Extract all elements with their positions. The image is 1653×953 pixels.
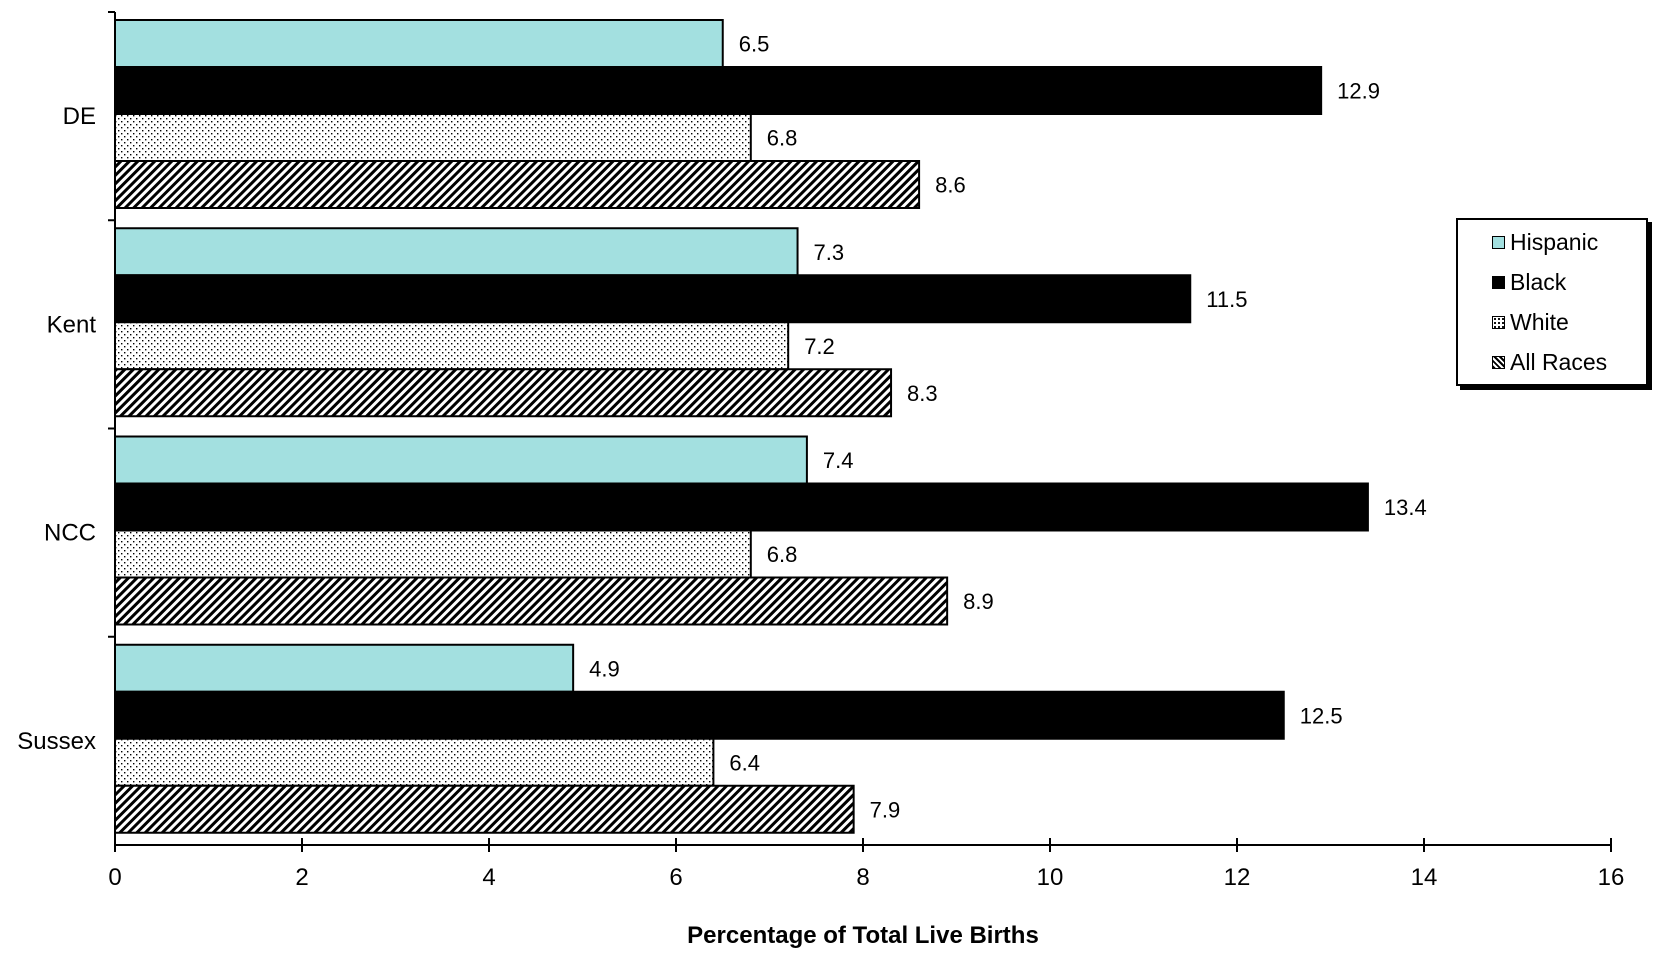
data-label-ncc-black: 13.4	[1384, 495, 1427, 520]
legend-item-all-races: All Races	[1492, 348, 1607, 376]
bar-kent-all-races	[114, 368, 893, 418]
category-label-ncc: NCC	[44, 520, 96, 547]
legend-item-black: Black	[1492, 268, 1566, 296]
bar-sussex-white	[114, 737, 715, 787]
bar-sussex-all-races	[114, 784, 855, 834]
bar-sussex-black	[114, 690, 1285, 740]
x-tick-label-4: 4	[482, 864, 495, 891]
legend: Hispanic Black White All Races	[1456, 218, 1648, 386]
x-tick-label-16: 16	[1598, 864, 1625, 891]
legend-label-hispanic: Hispanic	[1510, 228, 1599, 255]
bar-de-all-races	[114, 160, 921, 209]
bars-group: 6.5 12.9 6.8 8.6 7.3 11.5 7.2 8.3 7.4 13.4 6.8 8.9 4…	[114, 19, 1427, 834]
x-tick-label-0: 0	[108, 864, 121, 891]
legend-label-white: White	[1510, 308, 1569, 335]
data-label-kent-black: 11.5	[1206, 287, 1247, 312]
x-tick-label-2: 2	[295, 864, 308, 891]
bar-de-white	[114, 113, 752, 162]
legend-label-black: Black	[1510, 268, 1567, 295]
bar-kent-black	[114, 274, 1192, 324]
bar-kent-white	[114, 321, 790, 371]
data-label-sussex-hispanic: 4.9	[589, 656, 620, 681]
data-label-de-hispanic: 6.5	[739, 32, 770, 57]
x-axis-title: Percentage of Total Live Births	[687, 922, 1039, 949]
x-tick-label-10: 10	[1037, 864, 1064, 891]
bar-kent-hispanic	[114, 227, 799, 277]
data-label-de-all-races: 8.6	[935, 173, 966, 198]
category-label-de: DE	[63, 103, 96, 130]
legend-swatch-white	[1492, 315, 1505, 329]
data-label-ncc-hispanic: 7.4	[823, 448, 854, 473]
bar-de-black	[114, 66, 1323, 115]
legend-item-hispanic: Hispanic	[1492, 228, 1598, 256]
x-tick-label-12: 12	[1224, 864, 1251, 891]
x-tick-label-8: 8	[856, 864, 869, 891]
data-label-sussex-black: 12.5	[1300, 703, 1343, 728]
category-label-sussex: Sussex	[17, 728, 96, 755]
legend-swatch-hispanic	[1492, 235, 1505, 249]
legend-label-all-races: All Races	[1510, 348, 1608, 375]
legend-swatch-black	[1492, 275, 1505, 289]
bar-ncc-white	[114, 529, 752, 579]
legend-swatch-all-races	[1492, 355, 1505, 369]
x-tick-label-14: 14	[1411, 864, 1438, 891]
bar-ncc-black	[114, 482, 1369, 532]
data-label-kent-white: 7.2	[804, 334, 835, 359]
category-label-kent: Kent	[47, 311, 97, 338]
bar-de-hispanic	[114, 19, 724, 68]
bar-ncc-hispanic	[114, 435, 808, 485]
data-label-de-black: 12.9	[1337, 79, 1380, 104]
data-label-ncc-all-races: 8.9	[963, 589, 994, 614]
x-tick-label-6: 6	[669, 864, 682, 891]
data-label-ncc-white: 6.8	[767, 542, 798, 567]
legend-item-white: White	[1492, 308, 1569, 336]
data-label-kent-all-races: 8.3	[907, 381, 938, 406]
data-label-sussex-all-races: 7.9	[870, 797, 901, 822]
axes-group: DE Kent NCC Sussex 0 2 4 6 8 10 12 14 16	[17, 11, 1625, 891]
bar-sussex-hispanic	[114, 643, 575, 693]
data-label-sussex-white: 6.4	[729, 750, 760, 775]
data-label-de-white: 6.8	[767, 126, 798, 151]
bar-ncc-all-races	[114, 576, 949, 626]
data-label-kent-hispanic: 7.3	[814, 240, 845, 265]
